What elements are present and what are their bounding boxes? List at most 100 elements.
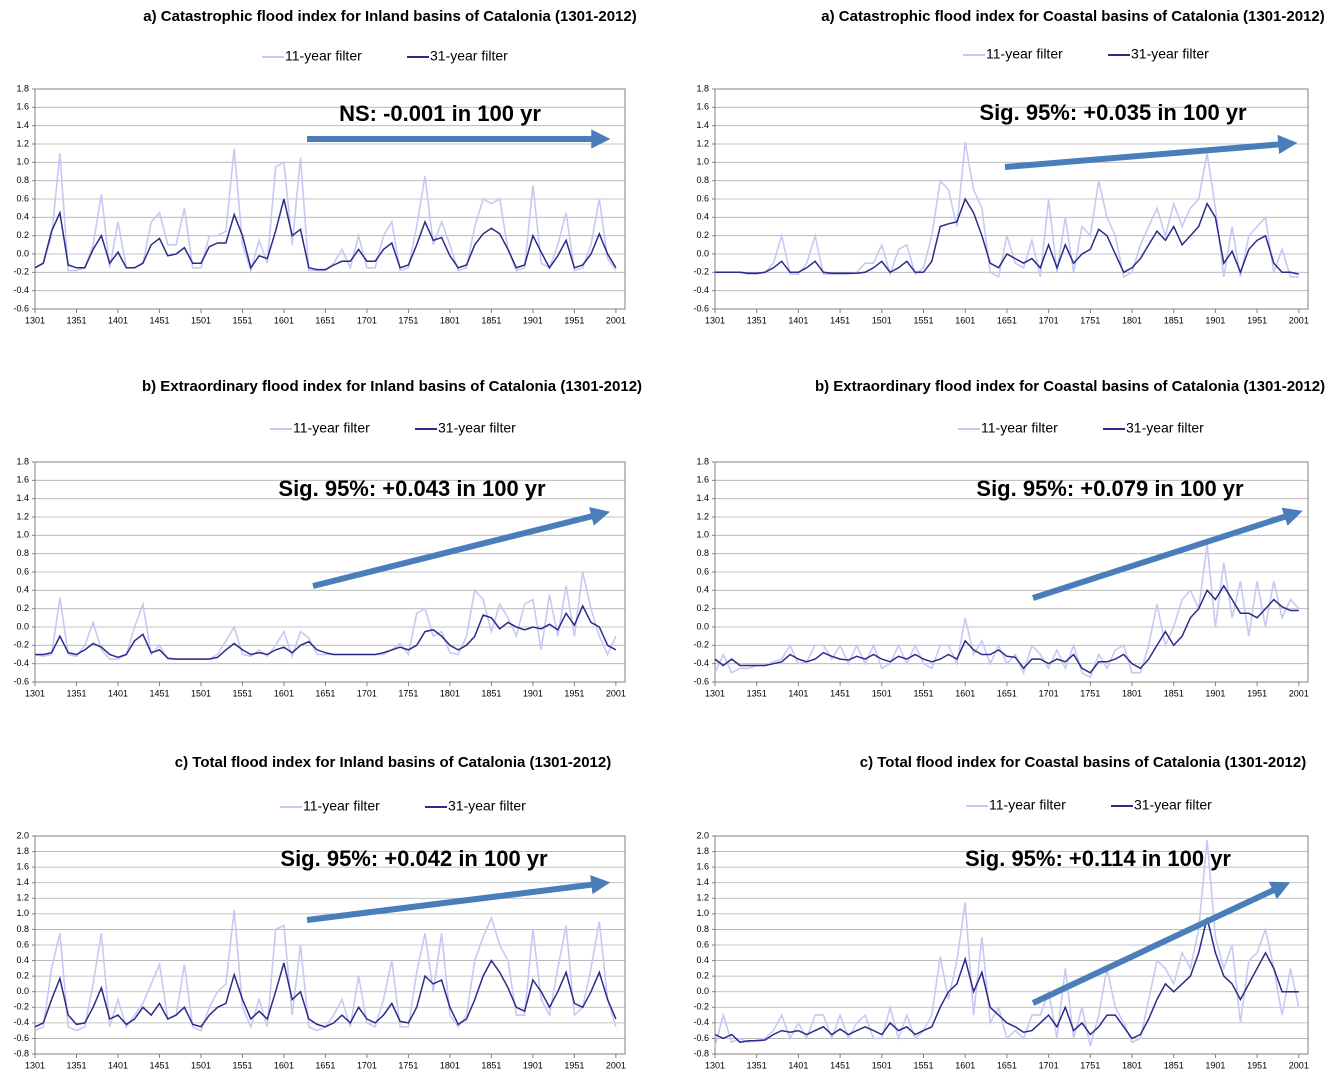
y-tick-label: 0.6 xyxy=(16,566,29,576)
x-tick-label: 1851 xyxy=(1164,1060,1184,1070)
y-tick-label: -0.2 xyxy=(693,640,709,650)
x-tick-label: 1751 xyxy=(1080,1060,1100,1070)
y-tick-label: 0.4 xyxy=(696,585,709,595)
y-tick-label: -0.6 xyxy=(693,303,709,313)
legend-label: 11-year filter xyxy=(285,48,362,64)
y-tick-label: 0.4 xyxy=(696,212,709,222)
x-tick-label: 1751 xyxy=(398,1060,418,1070)
y-tick-label: 0.4 xyxy=(16,212,29,222)
trend-annotation: NS: -0.001 in 100 yr xyxy=(339,101,541,126)
y-tick-label: 0.8 xyxy=(696,548,709,558)
chart-panel: a) Catastrophic flood index for Coastal … xyxy=(693,8,1324,325)
x-tick-label: 2001 xyxy=(606,688,626,698)
x-tick-label: 1651 xyxy=(315,688,335,698)
chart-panel: c) Total flood index for Coastal basins … xyxy=(693,754,1308,1070)
y-tick-label: 1.4 xyxy=(696,120,709,130)
y-tick-label: 0.2 xyxy=(16,230,29,240)
y-tick-label: 1.2 xyxy=(16,511,29,521)
y-tick-label: 1.6 xyxy=(696,475,709,485)
x-tick-label: 1651 xyxy=(997,688,1017,698)
x-tick-label: 1751 xyxy=(398,688,418,698)
y-tick-label: 0.0 xyxy=(696,621,709,631)
legend-label: 11-year filter xyxy=(981,420,1058,436)
x-tick-label: 1551 xyxy=(913,688,933,698)
y-tick-label: -0.4 xyxy=(693,658,709,668)
x-tick-label: 1451 xyxy=(830,688,850,698)
chart-title: a) Catastrophic flood index for Inland b… xyxy=(143,8,636,25)
y-tick-label: -0.6 xyxy=(13,1033,29,1043)
y-tick-label: 0.8 xyxy=(16,175,29,185)
x-tick-label: 1301 xyxy=(705,1060,725,1070)
x-tick-label: 1751 xyxy=(1080,688,1100,698)
x-tick-label: 1501 xyxy=(191,315,211,325)
y-tick-label: -0.4 xyxy=(693,285,709,295)
x-tick-label: 1401 xyxy=(788,1060,808,1070)
y-tick-label: 0.6 xyxy=(696,193,709,203)
y-tick-label: 1.2 xyxy=(16,138,29,148)
chart-panel: b) Extraordinary flood index for Inland … xyxy=(13,378,642,698)
trend-arrow xyxy=(312,507,611,589)
x-tick-label: 1851 xyxy=(481,315,501,325)
x-tick-label: 1501 xyxy=(191,1060,211,1070)
x-tick-label: 1501 xyxy=(872,1060,892,1070)
x-tick-label: 1351 xyxy=(747,315,767,325)
y-tick-label: 0.0 xyxy=(16,621,29,631)
legend-label: 31-year filter xyxy=(1131,46,1209,62)
x-tick-label: 1601 xyxy=(274,315,294,325)
x-tick-label: 1501 xyxy=(191,688,211,698)
x-tick-label: 1301 xyxy=(705,315,725,325)
y-tick-label: 1.2 xyxy=(16,893,29,903)
series-line xyxy=(714,584,1299,674)
x-tick-label: 1451 xyxy=(830,315,850,325)
y-tick-label: -0.6 xyxy=(13,676,29,686)
x-tick-label: 1751 xyxy=(1080,315,1100,325)
y-tick-label: 1.0 xyxy=(696,908,709,918)
y-tick-label: 1.6 xyxy=(16,475,29,485)
x-tick-label: 1351 xyxy=(66,1060,86,1070)
x-tick-label: 1901 xyxy=(523,688,543,698)
x-tick-label: 1351 xyxy=(747,688,767,698)
x-tick-label: 1451 xyxy=(149,1060,169,1070)
y-tick-label: -0.6 xyxy=(693,676,709,686)
series-line xyxy=(715,197,1299,275)
y-tick-label: 1.8 xyxy=(16,846,29,856)
x-tick-label: 1651 xyxy=(315,315,335,325)
plot-frame xyxy=(34,835,626,1055)
x-tick-label: 1601 xyxy=(955,688,975,698)
x-tick-label: 1451 xyxy=(830,1060,850,1070)
x-tick-label: 1451 xyxy=(149,688,169,698)
y-tick-label: 0.8 xyxy=(696,175,709,185)
legend-label: 31-year filter xyxy=(430,48,508,64)
x-tick-label: 2001 xyxy=(606,1060,626,1070)
x-tick-label: 1551 xyxy=(232,315,252,325)
x-tick-label: 1551 xyxy=(913,1060,933,1070)
y-tick-label: 1.6 xyxy=(696,102,709,112)
x-tick-label: 1951 xyxy=(564,1060,584,1070)
y-tick-label: 0.6 xyxy=(696,566,709,576)
y-tick-label: 2.0 xyxy=(696,830,709,840)
x-tick-label: 1801 xyxy=(1122,1060,1142,1070)
y-tick-label: 0.0 xyxy=(696,986,709,996)
trend-arrow xyxy=(1031,881,1291,1006)
trend-arrow xyxy=(306,875,611,923)
y-tick-label: 0.4 xyxy=(16,585,29,595)
y-tick-label: 0.0 xyxy=(16,248,29,258)
x-tick-label: 1951 xyxy=(1247,315,1267,325)
chart-title: c) Total flood index for Inland basins o… xyxy=(175,754,611,771)
trend-annotation: Sig. 95%: +0.042 in 100 yr xyxy=(280,846,548,871)
x-tick-label: 1701 xyxy=(1039,688,1059,698)
plot-frame xyxy=(714,835,1309,1055)
y-tick-label: 1.8 xyxy=(696,456,709,466)
y-tick-label: 0.0 xyxy=(16,986,29,996)
x-tick-label: 1851 xyxy=(1164,315,1184,325)
x-tick-label: 1401 xyxy=(108,315,128,325)
y-tick-label: 0.2 xyxy=(696,603,709,613)
chart-title: c) Total flood index for Coastal basins … xyxy=(860,754,1306,771)
y-tick-label: 0.8 xyxy=(696,924,709,934)
x-tick-label: 1601 xyxy=(955,1060,975,1070)
y-tick-label: 1.8 xyxy=(696,846,709,856)
y-tick-label: -0.2 xyxy=(693,1002,709,1012)
trend-annotation: Sig. 95%: +0.079 in 100 yr xyxy=(976,476,1244,501)
y-tick-label: 1.4 xyxy=(696,493,709,503)
